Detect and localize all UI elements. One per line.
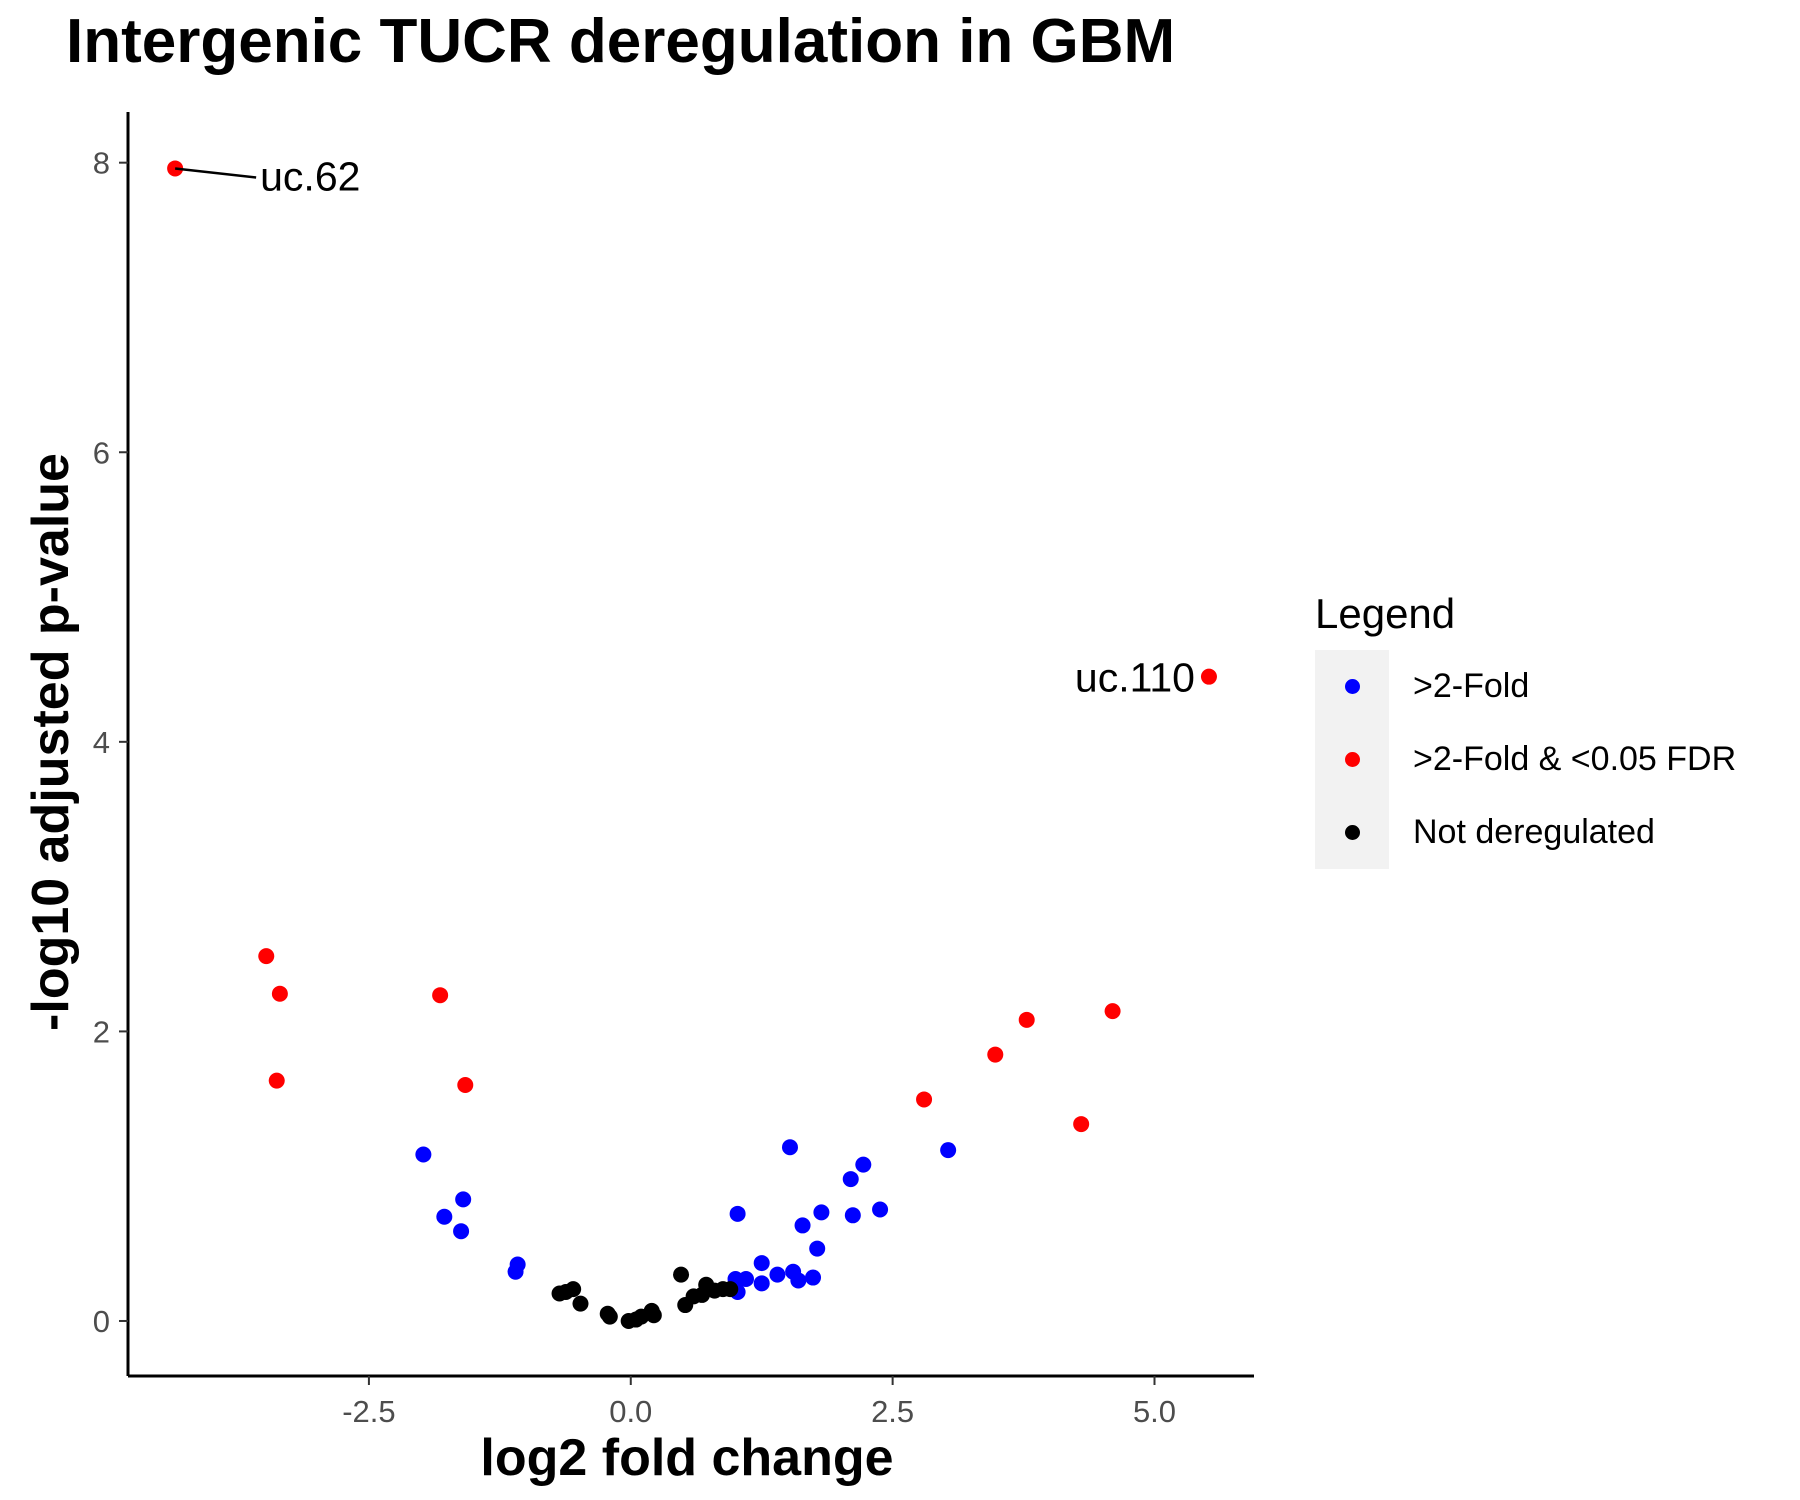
data-point-red — [271, 985, 288, 1002]
data-point-blue — [809, 1240, 826, 1257]
legend-key — [1315, 723, 1389, 796]
data-point-red — [1200, 668, 1217, 685]
legend-label: >2-Fold & <0.05 FDR — [1413, 740, 1737, 778]
data-point-blue — [872, 1201, 889, 1218]
data-point-black — [645, 1307, 662, 1324]
y-tick-label: 0 — [93, 1304, 110, 1339]
legend-key — [1315, 796, 1389, 869]
data-point-blue — [436, 1208, 453, 1225]
data-point-red — [1073, 1116, 1090, 1133]
data-point-red — [987, 1046, 1004, 1063]
data-point-red — [432, 987, 449, 1004]
legend-key — [1315, 650, 1389, 723]
data-point-blue — [415, 1146, 432, 1163]
data-point-black — [673, 1266, 690, 1283]
x-tick-label: 5.0 — [1133, 1394, 1176, 1429]
chart-title: Intergenic TUCR deregulation in GBM — [66, 7, 1176, 76]
data-point-black — [601, 1308, 618, 1325]
y-axis-ticks: 0 2 4 6 8 — [93, 146, 128, 1339]
legend-item-not-deregulated: Not deregulated — [1315, 796, 1736, 869]
data-point-red — [268, 1072, 285, 1089]
data-point-blue — [842, 1171, 859, 1188]
data-point-blue — [455, 1191, 472, 1208]
data-point-blue — [737, 1270, 754, 1287]
x-axis-label: log2 fold change — [480, 1429, 893, 1487]
data-point-blue — [790, 1272, 807, 1289]
legend: Legend >2-Fold >2-Fold & <0.05 FDR Not d… — [1315, 590, 1736, 869]
data-point-red — [457, 1076, 474, 1093]
data-point-blue — [753, 1275, 770, 1292]
data-point-red — [1018, 1011, 1035, 1028]
data-point-blue — [940, 1142, 957, 1159]
x-tick-label: 2.5 — [871, 1394, 914, 1429]
data-point-blue — [781, 1139, 798, 1156]
annotation-label: uc.62 — [260, 153, 360, 199]
data-point-blue — [507, 1263, 524, 1280]
y-tick-label: 2 — [93, 1014, 110, 1049]
y-axis-label: -log10 adjusted p-value — [22, 453, 80, 1031]
data-point-blue — [729, 1205, 746, 1222]
points-layer — [167, 160, 1217, 1329]
data-point-blue — [753, 1255, 770, 1272]
legend-item-over-2-fold: >2-Fold — [1315, 650, 1736, 723]
y-tick-label: 4 — [93, 725, 110, 760]
legend-label: Not deregulated — [1413, 813, 1655, 851]
legend-dot-black — [1344, 825, 1360, 840]
annotation-label: uc.110 — [1075, 655, 1195, 701]
x-tick-label: 0.0 — [609, 1394, 652, 1429]
y-tick-label: 6 — [93, 435, 110, 470]
data-point-blue — [794, 1217, 811, 1234]
data-point-red — [258, 948, 275, 965]
data-point-blue — [844, 1207, 861, 1224]
data-point-blue — [769, 1266, 786, 1283]
data-point-blue — [805, 1269, 822, 1286]
legend-dot-blue — [1344, 679, 1360, 694]
legend-dot-red — [1344, 752, 1360, 767]
annotation-leader-line — [174, 167, 257, 179]
y-tick-label: 8 — [93, 146, 110, 181]
annotations-layer: uc.62 uc.110 — [174, 153, 1195, 701]
data-point-blue — [813, 1204, 830, 1221]
data-point-black — [722, 1281, 739, 1298]
data-point-blue — [855, 1156, 872, 1173]
legend-label: >2-Fold — [1413, 667, 1530, 705]
x-axis-ticks: -2.5 0.0 2.5 5.0 — [342, 1376, 1176, 1429]
data-point-blue — [453, 1223, 470, 1240]
data-point-black — [572, 1295, 589, 1312]
x-tick-label: -2.5 — [342, 1394, 395, 1429]
data-point-red — [916, 1091, 933, 1108]
legend-title: Legend — [1315, 590, 1456, 637]
data-point-black — [565, 1281, 582, 1298]
data-point-red — [1104, 1003, 1121, 1020]
legend-item-over-2-fold-fdr: >2-Fold & <0.05 FDR — [1315, 723, 1736, 796]
